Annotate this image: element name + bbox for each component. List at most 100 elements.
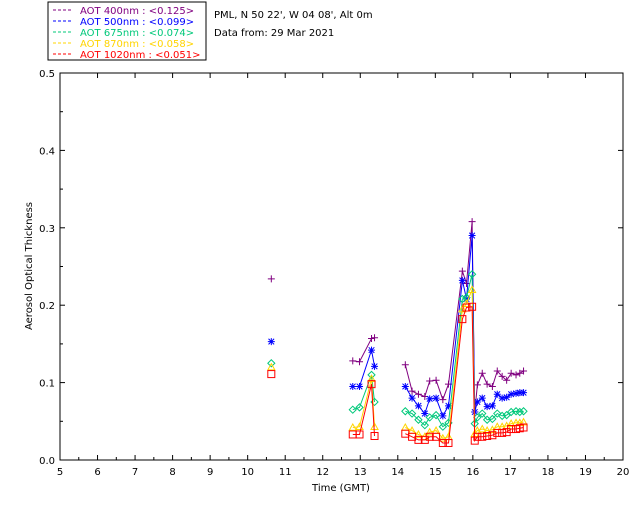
data-point-plus [478, 369, 486, 377]
data-point-plus [483, 380, 491, 388]
data-point-square [267, 370, 276, 379]
data-point-star [371, 362, 379, 370]
y-tick-label: 0.4 [39, 146, 55, 157]
data-point-square [458, 315, 467, 324]
x-tick-label: 8 [169, 467, 175, 478]
chart-subtitle: Data from: 29 Mar 2021 [214, 28, 334, 39]
data-point-triangle [425, 427, 435, 436]
data-point-diamond [493, 409, 502, 418]
data-point-star [493, 390, 501, 398]
legend-label: AOT 1020nm : <0.051> [80, 50, 200, 61]
data-point-square [498, 428, 507, 437]
data-point-star [488, 402, 496, 410]
y-tick-label: 0.2 [39, 301, 55, 312]
x-axis-label: Time (GMT) [311, 483, 370, 494]
data-series [266, 218, 528, 447]
x-tick-label: 17 [504, 467, 517, 478]
data-point-square [473, 432, 482, 441]
legend-label: AOT 675nm : <0.074> [80, 28, 194, 39]
x-tick-label: 13 [354, 467, 367, 478]
data-point-plus [520, 367, 528, 375]
data-point-triangle [467, 285, 477, 294]
data-point-plus [408, 387, 416, 395]
series-aot-400nm [267, 218, 528, 416]
data-point-diamond [401, 407, 410, 416]
data-point-diamond [438, 422, 448, 431]
data-point-triangle [458, 304, 467, 313]
data-point-square [468, 302, 477, 311]
data-point-star [267, 338, 275, 346]
data-point-star [426, 395, 434, 403]
data-point-square [478, 432, 487, 441]
data-point-plus [458, 267, 466, 275]
data-point-triangle [506, 419, 516, 427]
x-tick-label: 16 [466, 467, 479, 478]
data-point-square [483, 432, 492, 441]
data-point-triangle [414, 429, 423, 438]
x-tick-label: 18 [542, 467, 555, 478]
data-point-plus [473, 381, 481, 389]
x-tick-label: 19 [579, 467, 592, 478]
data-point-plus [507, 369, 515, 377]
y-tick-label: 0.5 [39, 69, 55, 80]
data-point-star [421, 410, 429, 418]
data-point-star [478, 394, 486, 402]
data-point-star [503, 393, 511, 401]
y-tick-label: 0.1 [39, 379, 55, 390]
series-aot-500nm [267, 232, 528, 420]
data-point-star [483, 403, 491, 411]
data-point-plus [493, 367, 501, 375]
series-line [352, 374, 375, 411]
data-point-square [493, 428, 502, 437]
data-point-plus [401, 361, 409, 369]
data-point-star [473, 398, 481, 406]
data-point-square [370, 432, 379, 441]
data-point-plus [267, 275, 275, 283]
data-point-square [425, 432, 434, 441]
data-point-star [368, 346, 376, 354]
data-point-diamond [414, 415, 423, 424]
legend: AOT 400nm : <0.125>AOT 500nm : <0.099>AO… [47, 1, 207, 61]
x-tick-label: 9 [207, 467, 213, 478]
data-point-square [462, 303, 471, 312]
data-point-diamond [519, 407, 528, 416]
data-point-diamond [473, 413, 482, 422]
data-point-plus [432, 376, 440, 384]
data-point-star [444, 402, 452, 410]
x-tick-label: 7 [132, 467, 138, 478]
data-point-plus [512, 371, 520, 379]
data-point-star [408, 394, 416, 402]
x-tick-label: 20 [617, 467, 630, 478]
chart-title: PML, N 50 22', W 04 08', Alt 0m [214, 10, 373, 21]
data-point-plus [468, 218, 476, 226]
data-point-diamond [267, 359, 276, 368]
data-point-diamond [367, 370, 376, 380]
data-point-diamond [488, 414, 497, 424]
legend-label: AOT 870nm : <0.058> [80, 39, 194, 50]
legend-box [47, 1, 207, 61]
data-point-square [432, 432, 441, 441]
data-point-plus [462, 280, 470, 288]
data-point-square [488, 431, 497, 440]
data-point-triangle [367, 374, 376, 383]
data-point-star [432, 394, 440, 402]
data-point-diamond [497, 411, 507, 421]
data-point-plus [498, 372, 506, 380]
data-point-plus [503, 376, 511, 384]
data-point-diamond [420, 420, 430, 430]
data-point-plus [356, 358, 364, 366]
data-point-star [349, 382, 357, 390]
y-tick-label: 0.0 [39, 456, 55, 467]
data-point-diamond [425, 413, 434, 422]
data-point-triangle [438, 433, 448, 442]
legend-label: AOT 500nm : <0.099> [80, 17, 194, 28]
x-tick-label: 6 [94, 467, 100, 478]
data-point-plus [439, 396, 447, 404]
data-point-star [507, 390, 515, 398]
data-point-square [367, 380, 376, 389]
x-tick-label: 10 [241, 467, 254, 478]
data-point-star [356, 382, 364, 390]
data-point-star [516, 389, 524, 397]
x-tick-label: 14 [391, 467, 404, 478]
data-point-plus [488, 382, 496, 390]
